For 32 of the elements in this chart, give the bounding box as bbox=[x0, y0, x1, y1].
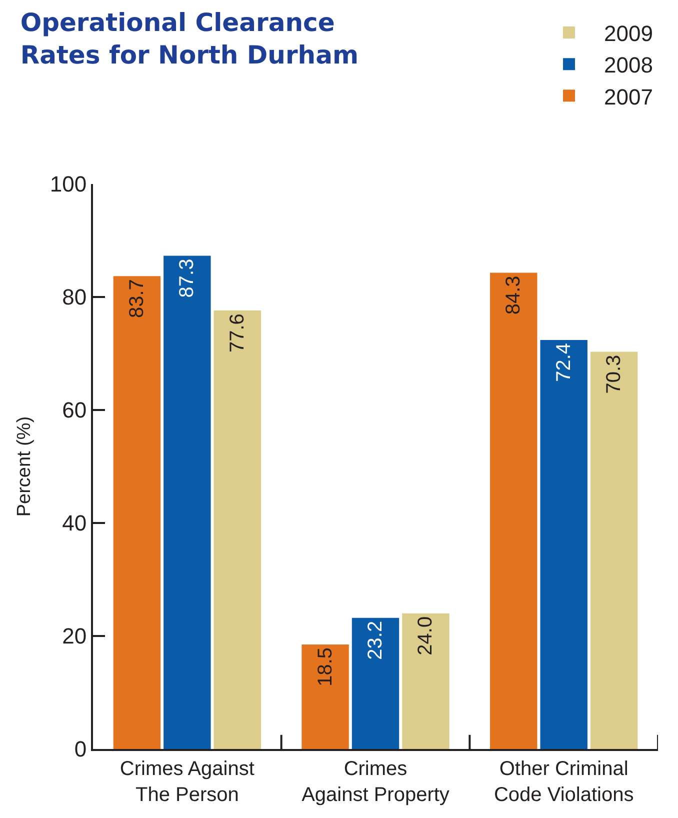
data-label: 72.4 bbox=[552, 342, 575, 382]
data-label: 83.7 bbox=[126, 279, 148, 318]
bar bbox=[214, 310, 261, 749]
data-label: 87.3 bbox=[176, 258, 198, 298]
data-label: 18.5 bbox=[314, 647, 336, 686]
y-tick-label: 60 bbox=[62, 398, 87, 423]
bar bbox=[490, 272, 538, 749]
y-tick-label: 100 bbox=[50, 172, 87, 197]
data-label: 70.3 bbox=[603, 354, 626, 394]
x-tick-label: Crimes Against The Person bbox=[120, 758, 255, 806]
y-tick-label: 0 bbox=[74, 736, 87, 762]
y-axis-title: Percent (%) bbox=[14, 416, 36, 517]
bar bbox=[590, 352, 638, 749]
data-label: 23.2 bbox=[364, 620, 386, 660]
bar bbox=[540, 340, 588, 749]
legend-label: 2007 bbox=[604, 84, 653, 110]
bar bbox=[402, 613, 450, 749]
y-tick-label: 80 bbox=[62, 284, 87, 310]
x-tick-label: Crimes Against Property bbox=[302, 758, 450, 806]
bar bbox=[113, 276, 161, 749]
chart-title: Operational Clearance Rates for North Durham bbox=[20, 8, 359, 70]
data-label: 24.0 bbox=[414, 616, 437, 656]
y-tick-label: 40 bbox=[62, 510, 87, 536]
x-tick-label: Other Criminal Code Violations bbox=[494, 758, 634, 806]
y-tick-label: 20 bbox=[62, 624, 87, 649]
data-label: 77.6 bbox=[226, 314, 248, 352]
bar bbox=[302, 644, 349, 749]
data-label: 84.3 bbox=[502, 276, 525, 315]
bar bbox=[164, 256, 211, 749]
legend-label: 2009 bbox=[604, 21, 653, 46]
legend-label: 2008 bbox=[604, 52, 653, 78]
bar bbox=[352, 618, 400, 749]
